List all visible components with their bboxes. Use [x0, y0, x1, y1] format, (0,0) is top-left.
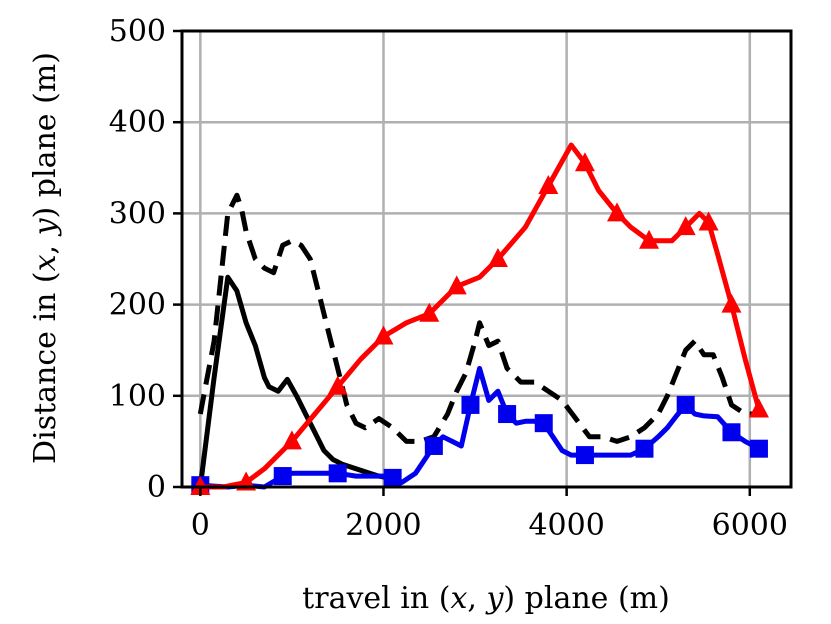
triangle-marker: [281, 430, 302, 450]
triangle-marker: [675, 216, 696, 236]
series-line-4: [197, 142, 762, 490]
plot-series: [190, 142, 769, 495]
grid-lines: [182, 29, 791, 489]
triangle-marker: [419, 302, 440, 322]
square-marker: [461, 395, 480, 414]
series-line-2: [197, 192, 759, 444]
triangle-marker: [538, 175, 559, 195]
y-tick-label: 0: [147, 470, 166, 505]
x-tick-label: 6000: [712, 508, 788, 543]
triangle-marker: [721, 293, 742, 313]
square-marker: [575, 446, 594, 465]
square-marker: [635, 439, 654, 458]
x-axis-label: travel in (x, y) plane (m): [302, 581, 670, 616]
triangle-marker: [748, 398, 769, 418]
y-tick-label: 100: [109, 379, 166, 414]
square-marker: [383, 468, 402, 487]
triangle-marker: [574, 152, 595, 172]
square-marker: [328, 464, 347, 483]
triangle-marker: [698, 211, 719, 231]
y-tick-label: 500: [109, 14, 166, 49]
axis-ticks: 0 2000 4000 6000 0 100 200 300 400 500: [109, 14, 788, 543]
triangle-marker: [607, 202, 627, 222]
y-tick-label: 200: [109, 288, 166, 323]
y-axis-label: Distance in (x, y) plane (m): [28, 52, 63, 464]
square-marker: [273, 467, 292, 486]
square-marker: [534, 414, 553, 433]
square-marker: [722, 423, 741, 442]
triangle-marker: [373, 325, 394, 345]
triangle-marker: [487, 248, 508, 267]
plot-frame: [180, 29, 793, 489]
square-marker: [498, 405, 517, 424]
triangle-marker: [446, 275, 467, 295]
series-line-1: [197, 274, 400, 490]
x-tick-label: 4000: [528, 508, 604, 543]
y-tick-label: 300: [109, 196, 166, 231]
square-marker: [749, 439, 768, 458]
triangle-marker: [327, 375, 348, 395]
x-tick-label: 0: [191, 508, 210, 543]
square-marker: [424, 436, 443, 455]
triangle-marker: [639, 229, 660, 249]
square-marker: [676, 395, 695, 414]
y-tick-label: 400: [109, 105, 166, 140]
x-tick-label: 2000: [345, 508, 421, 543]
